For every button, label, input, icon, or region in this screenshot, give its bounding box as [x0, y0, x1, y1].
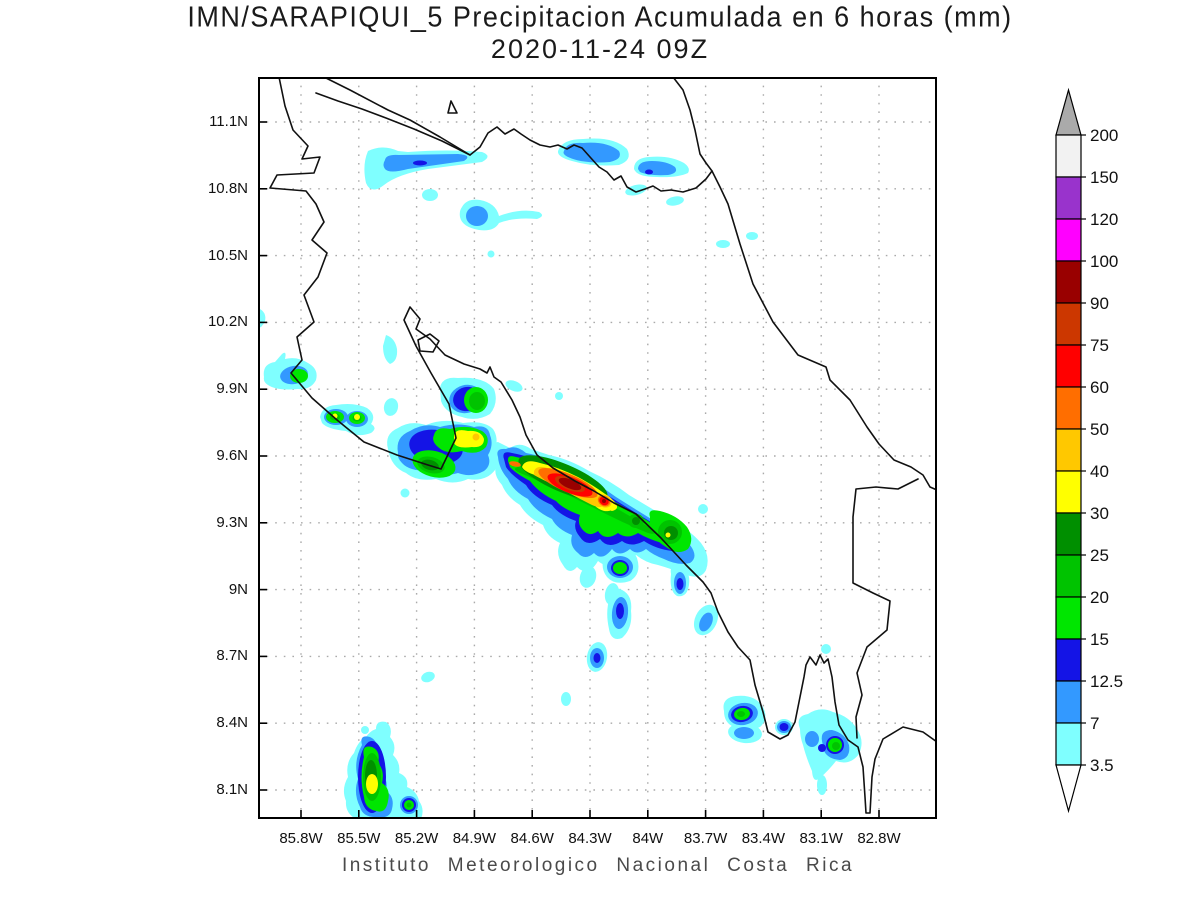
lat-tick-label: 11.1N	[209, 113, 248, 130]
lon-tick-label: 83.7W	[683, 830, 728, 847]
legend-boundary-label: 7	[1090, 714, 1100, 733]
lon-tick-label: 85.8W	[279, 830, 323, 847]
legend-segment	[1055, 722, 1082, 766]
lat-tick-label: 10.5N	[207, 246, 248, 264]
legend-segment	[1055, 218, 1082, 262]
legend-segment	[1055, 512, 1082, 556]
legend-segment	[1055, 428, 1082, 472]
lon-tick-label: 84.3W	[568, 830, 612, 847]
legend-segment	[1055, 176, 1082, 220]
legend-segment	[1055, 680, 1082, 724]
lon-tick-label: 83.1W	[799, 830, 843, 847]
lat-tick-label: 9.6N	[216, 447, 248, 464]
title-line-1: IMN/SARAPIQUI_5 Precipitacion Acumulada …	[187, 1, 1013, 33]
legend-boundary-label: 50	[1090, 420, 1109, 439]
legend-boundary-label: 15	[1090, 630, 1109, 649]
lat-tick-label: 9.3N	[216, 513, 248, 531]
figure-title: IMN/SARAPIQUI_5 Precipitacion Acumulada …	[0, 1, 1200, 65]
legend-segment	[1055, 554, 1082, 598]
lat-tick-label: 8.1N	[216, 781, 248, 798]
legend-segment	[1055, 134, 1082, 178]
legend-segment	[1055, 302, 1082, 346]
legend-segment	[1055, 260, 1082, 304]
lat-tick-label: 10.2N	[207, 313, 248, 331]
map-canvas	[258, 77, 937, 819]
lat-tick-label: 10.8N	[207, 179, 248, 197]
lon-tick-label: 83.4W	[741, 830, 786, 847]
legend-boundary-label: 120	[1090, 210, 1119, 229]
solentiname-island-path	[447, 100, 458, 114]
nicaragua-border-river-path	[315, 92, 713, 193]
lat-tick-label: 8.4N	[216, 714, 248, 732]
legend-boundary-label: 200	[1090, 126, 1119, 145]
legend-boundary-label: 60	[1090, 378, 1109, 397]
color-scale-legend: 200 150 120 100 90 75 60 50 40 30 25 20 15 12.5 7 3.5	[1052, 85, 1192, 845]
precipitation-contours	[258, 138, 862, 819]
legend-boundary-label: 90	[1090, 294, 1109, 313]
lon-tick-label: 84.6W	[510, 830, 554, 847]
map-frame	[258, 77, 937, 819]
footer-credit: Instituto Meteorologico Nacional Costa R…	[341, 855, 855, 876]
lon-tick-label: 84.9W	[452, 830, 497, 847]
lon-tick-label: 85.5W	[337, 830, 381, 847]
title-line-2: 2020-11-24 09Z	[490, 34, 710, 64]
legend-boundary-label: 20	[1090, 588, 1109, 607]
legend-boundary-label: 3.5	[1090, 756, 1114, 775]
axis-ticks	[258, 121, 880, 819]
legend-segment	[1055, 386, 1082, 430]
legend-boundary-label: 25	[1090, 546, 1109, 565]
legend-boundary-label: 40	[1090, 462, 1109, 481]
costa-rica-coastline	[269, 77, 937, 814]
legend-boundary-label: 75	[1090, 336, 1109, 355]
legend-segment	[1055, 470, 1082, 514]
legend-boundary-label: 12.5	[1090, 672, 1124, 691]
legend-segment	[1055, 638, 1082, 682]
lat-tick-label: 8.7N	[216, 647, 248, 665]
legend-boundary-label: 30	[1090, 504, 1109, 523]
pacific-coast-path	[269, 77, 937, 814]
lon-tick-label: 82.8W	[857, 830, 901, 847]
lon-tick-label: 85.2W	[394, 830, 439, 847]
legend-boundary-label: 150	[1090, 168, 1119, 187]
lake-nicaragua-shore-path	[323, 77, 471, 156]
lon-tick-label: 84W	[632, 830, 664, 847]
legend-segment	[1055, 596, 1082, 640]
lat-tick-label: 9.9N	[216, 380, 248, 398]
lat-tick-label: 9N	[228, 580, 248, 598]
grid-lines	[258, 77, 937, 819]
caribbean-coast-path	[672, 77, 937, 491]
legend-boundary-label: 100	[1090, 252, 1119, 271]
legend-over-arrow	[1055, 87, 1082, 136]
panama-border-path	[852, 478, 919, 739]
color-scale-bar	[1055, 87, 1086, 814]
legend-under-arrow	[1055, 764, 1082, 814]
chira-island-path	[417, 333, 440, 353]
map-plot-area	[258, 77, 937, 819]
legend-segment	[1055, 344, 1082, 388]
